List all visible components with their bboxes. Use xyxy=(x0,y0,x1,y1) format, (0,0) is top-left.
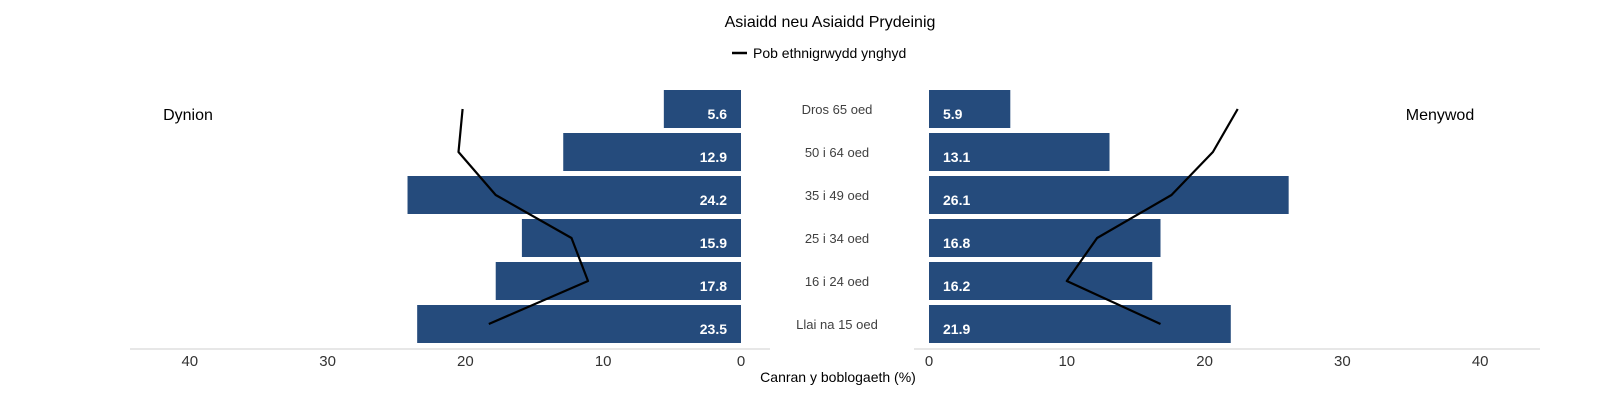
right-x-tick-10: 10 xyxy=(1058,353,1075,370)
right-x-tick-30: 30 xyxy=(1334,353,1351,370)
right-bar-label-35-i-49-oed: 26.1 xyxy=(943,192,970,208)
x-tick-labels-group: 40 40 30 30 20 20 10 10 0 0 xyxy=(181,353,1488,370)
category-label-16-i-24-oed: 16 i 24 oed xyxy=(805,274,869,289)
left-bar-dros-65-oed xyxy=(663,90,741,128)
left-panel-label: Dynion xyxy=(163,107,213,124)
left-x-tick-0: 0 xyxy=(737,353,745,370)
right-reference-line xyxy=(1065,108,1239,325)
left-bar-label-dros-65-oed: 5.6 xyxy=(708,106,728,122)
right-bar-label-llai-na-15-oed: 21.9 xyxy=(943,321,970,337)
reference-lines-group xyxy=(457,108,1239,326)
left-bar-label-16-i-24-oed: 17.8 xyxy=(700,278,727,294)
left-bar-labels-group: 5.6 12.9 24.2 15.9 17.8 23.5 xyxy=(700,106,727,337)
left-bar-label-llai-na-15-oed: 23.5 xyxy=(700,321,727,337)
chart-title: Asiaidd neu Asiaidd Prydeinig xyxy=(725,14,936,31)
left-bars-group xyxy=(407,90,741,343)
right-x-tick-0: 0 xyxy=(925,353,933,370)
left-bar-35-i-49-oed xyxy=(407,176,741,214)
right-bar-label-dros-65-oed: 5.9 xyxy=(943,106,963,122)
left-x-tick-10: 10 xyxy=(595,353,612,370)
right-panel-label: Menywod xyxy=(1406,107,1474,124)
left-x-tick-20: 20 xyxy=(457,353,474,370)
x-axis-title: Canran y boblogaeth (%) xyxy=(760,369,916,385)
right-bar-dros-65-oed xyxy=(929,90,1011,128)
right-bar-16-i-24-oed xyxy=(929,262,1153,300)
right-x-tick-40: 40 xyxy=(1472,353,1489,370)
left-bar-50-i-64-oed xyxy=(563,133,741,171)
category-label-25-i-34-oed: 25 i 34 oed xyxy=(805,231,869,246)
category-label-35-i-49-oed: 35 i 49 oed xyxy=(805,188,869,203)
right-bar-50-i-64-oed xyxy=(929,133,1110,171)
category-label-50-i-64-oed: 50 i 64 oed xyxy=(805,145,869,160)
left-bar-16-i-24-oed xyxy=(495,262,741,300)
left-bar-25-i-34-oed xyxy=(521,219,741,257)
left-x-tick-40: 40 xyxy=(181,353,198,370)
legend-label: Pob ethnigrwydd ynghyd xyxy=(753,45,906,61)
right-bars-group xyxy=(929,90,1289,343)
right-x-tick-20: 20 xyxy=(1196,353,1213,370)
left-bar-label-50-i-64-oed: 12.9 xyxy=(700,149,727,165)
right-bar-label-50-i-64-oed: 13.1 xyxy=(943,149,970,165)
category-labels-group: Dros 65 oed 50 i 64 oed 35 i 49 oed 25 i 34… xyxy=(796,102,878,332)
left-bar-label-25-i-34-oed: 15.9 xyxy=(700,235,727,251)
left-x-tick-30: 30 xyxy=(319,353,336,370)
left-bar-llai-na-15-oed xyxy=(417,305,741,343)
legend: Pob ethnigrwydd ynghyd xyxy=(732,45,906,61)
right-bar-label-25-i-34-oed: 16.8 xyxy=(943,235,970,251)
category-label-llai-na-15-oed: Llai na 15 oed xyxy=(796,317,878,332)
right-bar-label-16-i-24-oed: 16.2 xyxy=(943,278,970,294)
right-bar-25-i-34-oed xyxy=(929,219,1161,257)
left-bar-label-35-i-49-oed: 24.2 xyxy=(700,192,727,208)
right-bar-labels-group: 5.9 13.1 26.1 16.8 16.2 21.9 xyxy=(943,106,970,337)
right-bar-llai-na-15-oed xyxy=(929,305,1231,343)
left-reference-line xyxy=(457,108,590,326)
right-bar-35-i-49-oed xyxy=(929,176,1289,214)
category-label-dros-65-oed: Dros 65 oed xyxy=(802,102,873,117)
